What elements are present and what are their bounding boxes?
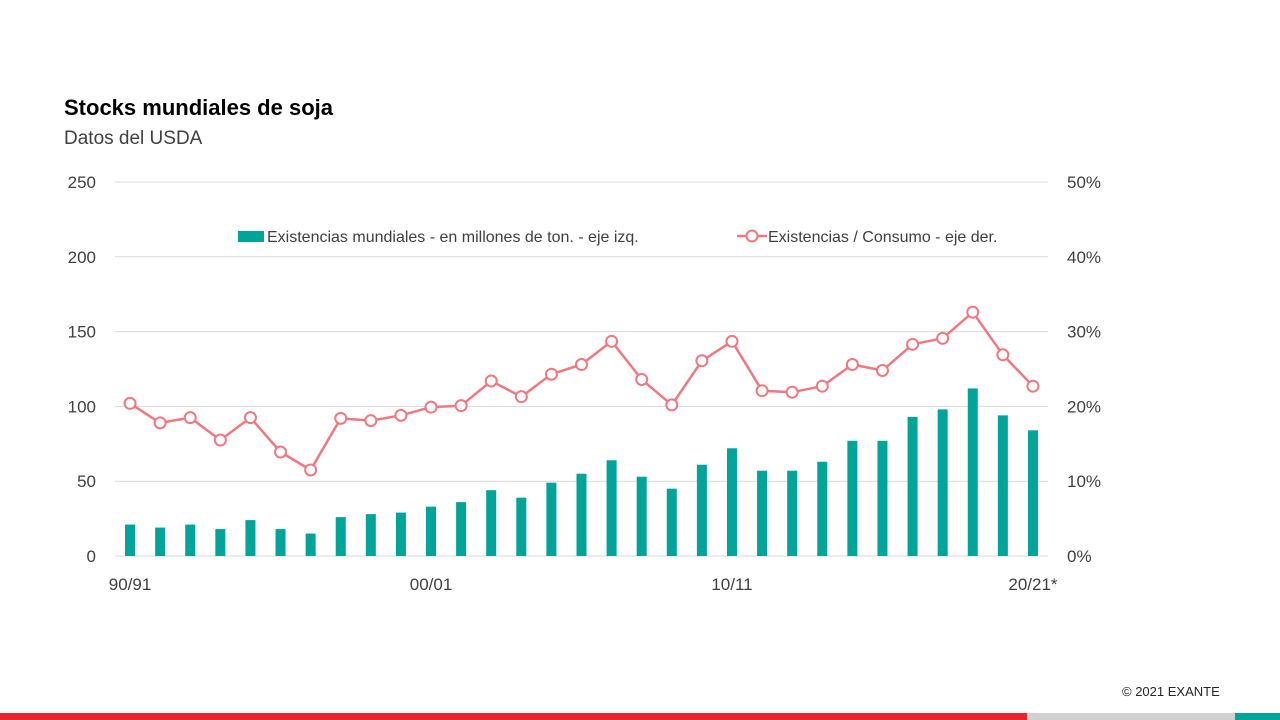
line-point [243, 411, 257, 425]
line-point [635, 372, 649, 386]
footer-bar-grey [1027, 713, 1235, 720]
line-point [605, 334, 619, 348]
bar [696, 464, 707, 556]
y-right-tick-label: 50% [1067, 173, 1101, 192]
line-point [966, 305, 980, 319]
line-point [755, 384, 769, 398]
bar [185, 524, 196, 556]
line-point [123, 396, 137, 410]
line-point [575, 358, 588, 372]
line-point [906, 337, 920, 351]
bar [877, 440, 888, 556]
y-left-tick-label: 0 [87, 547, 96, 566]
y-right-tick-label: 30% [1067, 323, 1101, 342]
line-point [304, 463, 318, 477]
y-left-tick-label: 100 [68, 397, 96, 416]
bar [516, 497, 527, 556]
line-point [213, 433, 227, 447]
bar [606, 460, 617, 556]
footer-bar-red [0, 713, 1027, 720]
x-tick-label: 00/01 [410, 575, 453, 594]
bar [937, 409, 948, 556]
bar [666, 488, 677, 556]
bar [546, 482, 557, 556]
chart-subtitle: Datos del USDA [64, 128, 203, 149]
line-point [815, 379, 829, 393]
line-point [484, 374, 498, 388]
line-point [936, 331, 950, 345]
line-point [665, 398, 679, 412]
y-right-tick-label: 10% [1067, 472, 1101, 491]
bar [125, 524, 136, 556]
bar [817, 461, 828, 556]
y-left-tick-label: 50 [77, 472, 96, 491]
line-point [394, 408, 408, 422]
bar [395, 512, 406, 556]
bar [1027, 430, 1038, 556]
legend-label-line: Existencias / Consumo - eje der. [768, 229, 997, 246]
bar [335, 517, 346, 556]
bar [576, 473, 587, 556]
line-point [424, 400, 438, 414]
legend-bar-swatch [238, 231, 264, 242]
series-line [129, 310, 1034, 472]
y-right-tick-label: 40% [1067, 248, 1101, 267]
line-point [544, 367, 558, 381]
y-left-tick-label: 150 [68, 323, 96, 342]
line-point [845, 358, 859, 372]
y-right-tick-label: 0% [1067, 547, 1092, 566]
x-tick-label: 90/91 [109, 575, 152, 594]
bar [847, 440, 858, 556]
bar [245, 520, 256, 556]
line-point [183, 411, 197, 425]
line-point [274, 445, 288, 459]
x-tick-label: 20/21* [1008, 575, 1058, 594]
bar [215, 529, 226, 556]
bar [757, 470, 768, 556]
line-point [153, 416, 167, 430]
line-point [454, 399, 468, 413]
bar [456, 502, 467, 556]
line-point [875, 363, 889, 377]
bar [486, 490, 497, 556]
bar [997, 415, 1008, 556]
bar [365, 514, 376, 556]
bar [275, 529, 286, 556]
legend-line-marker [745, 229, 759, 243]
line-point [334, 411, 348, 425]
footer-bar-teal [1235, 713, 1280, 720]
bar [787, 470, 798, 556]
line-point [725, 334, 739, 348]
chart-title: Stocks mundiales de soja [64, 95, 333, 120]
bar [907, 416, 918, 556]
y-right-tick-label: 20% [1067, 397, 1101, 416]
line-point [785, 385, 799, 399]
footer-accent-bar [0, 713, 1280, 720]
line-point [695, 354, 709, 368]
bar [636, 476, 647, 556]
line-point [996, 348, 1010, 362]
bar [155, 527, 166, 556]
bar [426, 506, 437, 556]
y-left-tick-label: 250 [68, 173, 96, 192]
bar [967, 388, 978, 556]
bar [726, 448, 737, 556]
line-point [364, 414, 378, 428]
copyright-text: © 2021 EXANTE [1122, 684, 1220, 699]
x-tick-label: 10/11 [711, 575, 752, 594]
line-point [514, 390, 528, 404]
y-left-tick-label: 200 [68, 248, 96, 267]
bar [305, 533, 316, 556]
line-point [1026, 379, 1040, 393]
legend-label-bars: Existencias mundiales - en millones de t… [267, 229, 639, 246]
